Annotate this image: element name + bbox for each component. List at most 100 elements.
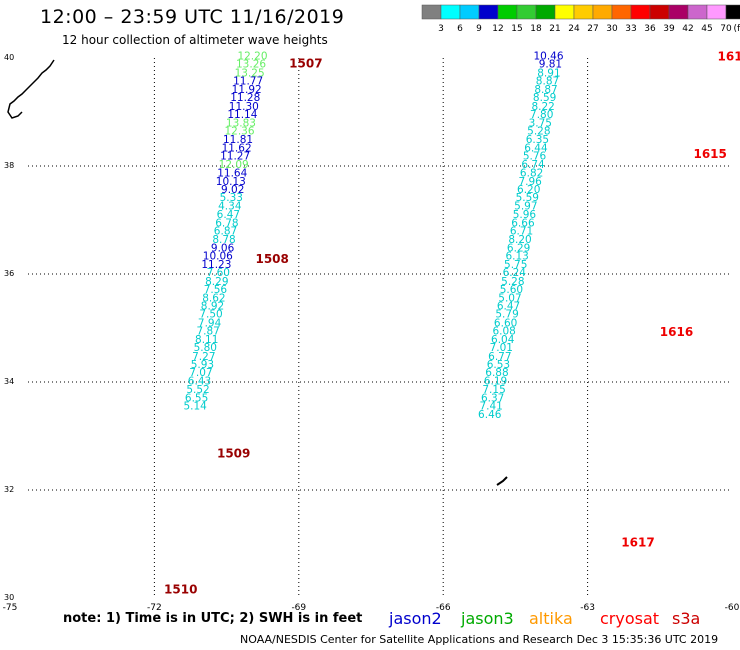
wave-height-label: 6.47 [217,209,240,221]
pass-time-label: 1508 [255,252,288,266]
wave-height-label: 6.13 [505,250,528,262]
wave-height-label: 7.50 [199,309,222,321]
y-tick-label: 36 [4,269,14,278]
wave-height-label: 11.92 [232,84,262,96]
colorbar-label: 45 [701,24,712,34]
colorbar-label: 24 [568,24,580,34]
colorbar-label: 42 [682,24,693,34]
wave-height-label: 11.64 [217,167,247,179]
y-tick-label: 30 [4,593,14,602]
wave-height-label: 4.34 [218,201,242,213]
wave-height-label: 5.59 [516,192,539,204]
wave-height-label: 5.60 [500,284,523,296]
wave-height-label: 5.79 [495,309,518,321]
wave-height-label: 7.80 [530,109,553,121]
legend-item-jason3: jason3 [461,609,514,628]
y-tick-label: 32 [4,485,14,494]
wave-height-label: 7.96 [518,176,542,188]
wave-height-label: 6.55 [185,392,208,404]
wave-height-label: 8.29 [205,276,228,288]
wave-height-label: 6.44 [524,142,548,154]
wave-height-label: 5.97 [514,201,537,213]
wave-height-label: 11.62 [222,142,252,154]
legend-item-altika: altika [529,609,573,628]
wave-height-label: 7.94 [198,317,222,329]
colorbar-label: 21 [549,24,560,34]
wave-height-label: 13.83 [226,118,256,130]
colorbar-label: 12 [492,24,503,34]
wave-height-label: 11.28 [230,92,260,104]
wave-height-label: 12.09 [219,159,249,171]
wave-height-label: 6.46 [478,409,502,421]
x-tick-label: -66 [436,603,451,613]
wave-height-label: 11.27 [220,151,250,163]
colorbar-label: 27 [587,24,598,34]
pass-time-label: 1509 [217,447,250,461]
wave-height-label: 7.07 [189,367,212,379]
wave-height-label: 8.92 [201,301,224,313]
wave-height-label: 8.62 [202,293,225,305]
legend-item-s3a: s3a [672,609,701,628]
wave-height-label: 8.91 [537,67,560,79]
wave-height-label: 8.20 [508,234,531,246]
island-icon [496,476,508,486]
page-title: 12:00 – 23:59 UTC 11/16/2019 [40,6,345,28]
wave-height-label: 5.14 [183,401,207,413]
wave-height-label: 6.43 [188,376,211,388]
wave-height-label: 12.20 [237,51,267,63]
wave-height-label: 6.82 [520,167,543,179]
wave-height-label: 6.77 [488,351,511,363]
wave-height-label: 6.60 [494,317,517,329]
wave-height-label: 7.27 [192,351,215,363]
colorbar-label: 70 [720,24,732,34]
pass-time-label: 1617 [621,536,654,550]
wave-height-label: 6.88 [485,367,508,379]
wave-height-label: 7.56 [204,284,228,296]
colorbar-swatch [725,4,740,20]
wave-height-label: 5.80 [194,342,217,354]
wave-height-label: 11.77 [233,75,263,87]
x-tick-label: -60 [725,603,740,613]
colorbar-label: 18 [530,24,542,34]
wave-height-label: 8.11 [195,334,218,346]
colorbar-label: 9 [476,24,482,34]
wave-height-label: 5.28 [527,126,550,138]
y-tick-label: 38 [4,161,14,170]
wave-height-label: 10.13 [216,176,246,188]
x-tick-label: -75 [3,603,18,613]
colorbar-label: 36 [644,24,656,34]
wave-height-label: 7.60 [207,267,230,279]
pass-time-label: 1615 [693,147,726,161]
wave-height-label: 3.75 [529,118,552,130]
wave-height-label: 6.29 [507,242,530,254]
wave-height-label: 6.37 [481,392,504,404]
wave-height-label: 6.20 [517,184,540,196]
colorbar-unit: (ft) [733,24,740,34]
pass-time-label: 1510 [164,583,197,597]
colorbar-label: 30 [606,24,618,34]
legend-item-jason2: jason2 [389,609,442,628]
wave-height-label: 5.96 [513,209,537,221]
wave-height-label: 11.23 [201,259,231,271]
pass-time-label: 1614 [718,50,740,64]
colorbar-label: 33 [625,24,636,34]
wave-height-label: 6.71 [510,226,533,238]
wave-height-label: 5.33 [220,192,243,204]
wave-height-label: 6.35 [526,134,549,146]
y-tick-label: 40 [4,53,14,62]
wave-height-label: 7.15 [482,384,505,396]
wave-height-label: 10.06 [203,250,233,262]
x-tick-label: -63 [580,603,595,613]
pass-time-label: 1507 [289,57,322,71]
wave-height-label: 9.06 [211,242,235,254]
wave-height-label: 9.81 [539,59,562,71]
credit-line: NOAA/NESDIS Center for Satellite Applica… [240,633,719,646]
legend-item-cryosat: cryosat [600,609,660,628]
pass-time-label: 1616 [660,325,693,339]
wave-height-label: 7.01 [490,342,513,354]
wave-height-label: 8.22 [531,101,554,113]
wave-height-label: 10.46 [533,51,563,63]
wave-height-label: 11.81 [223,134,253,146]
